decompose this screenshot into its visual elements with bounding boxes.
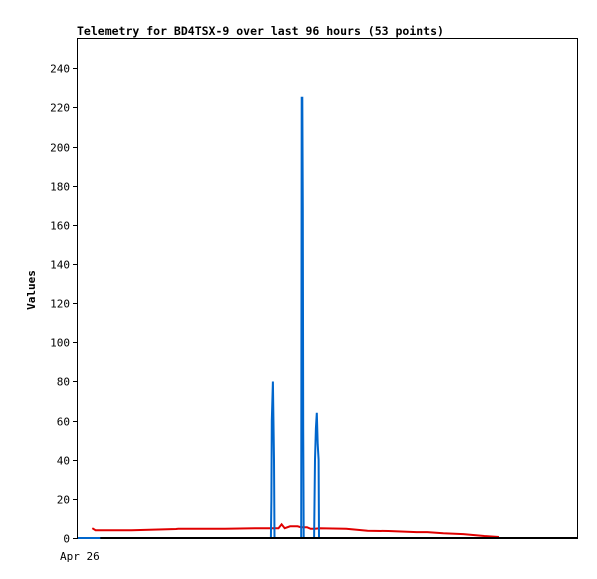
y-tick-label: 140 <box>50 259 70 272</box>
y-tick-label: 240 <box>50 63 70 76</box>
series-layer <box>78 96 577 539</box>
y-tick-label: 0 <box>63 533 70 546</box>
y-axis-ticks: 0 20 40 60 80 100 120 140 160 180 200 220 240 <box>50 63 78 546</box>
y-tick-label: 20 <box>57 494 70 507</box>
y-tick-label: 120 <box>50 298 70 311</box>
y-tick-label: 40 <box>57 455 70 468</box>
y-tick-label: 160 <box>50 220 70 233</box>
y-tick-label: 100 <box>50 337 70 350</box>
x-axis-tick-label: Apr 26 <box>60 550 100 563</box>
y-tick-label: 200 <box>50 142 70 155</box>
plot-area <box>77 38 578 539</box>
y-tick-label: 220 <box>50 102 70 115</box>
series-line-2 <box>78 96 577 539</box>
y-tick-label: 60 <box>57 416 70 429</box>
chart-title: Telemetry for BD4TSX-9 over last 96 hour… <box>77 24 444 38</box>
y-axis-label: Values <box>25 270 38 310</box>
y-tick-label: 80 <box>57 376 70 389</box>
y-tick-label: 180 <box>50 181 70 194</box>
